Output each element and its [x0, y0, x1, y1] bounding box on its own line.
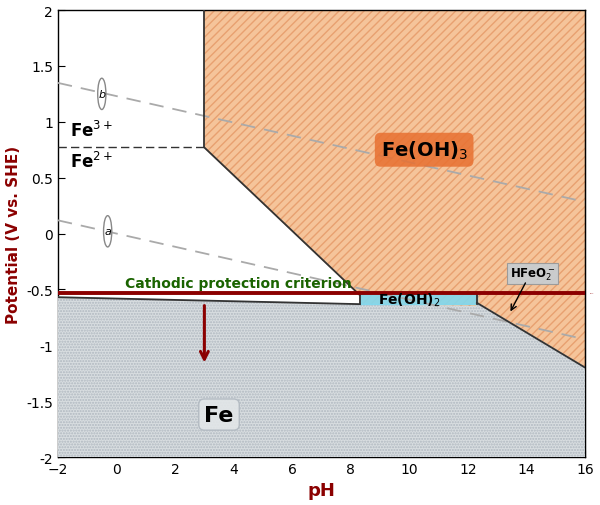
Text: Fe(OH)$_2$: Fe(OH)$_2$ — [379, 291, 440, 308]
Text: Fe$^{2+}$: Fe$^{2+}$ — [70, 152, 113, 172]
Circle shape — [104, 216, 112, 247]
Y-axis label: Potential (V vs. SHE): Potential (V vs. SHE) — [5, 145, 20, 323]
X-axis label: pH: pH — [308, 481, 335, 499]
Text: Cathodic protection criterion: Cathodic protection criterion — [125, 276, 352, 290]
Text: b: b — [98, 90, 106, 99]
Circle shape — [98, 79, 106, 110]
Text: Fe(OH)$_3$: Fe(OH)$_3$ — [380, 139, 467, 162]
Polygon shape — [205, 11, 586, 457]
Text: a: a — [104, 227, 111, 237]
Polygon shape — [58, 297, 586, 457]
Polygon shape — [359, 293, 477, 305]
Text: Fe$^{3+}$: Fe$^{3+}$ — [70, 120, 113, 140]
Text: Fe: Fe — [205, 405, 234, 425]
Text: HFeO$_2^-$: HFeO$_2^-$ — [510, 266, 556, 282]
